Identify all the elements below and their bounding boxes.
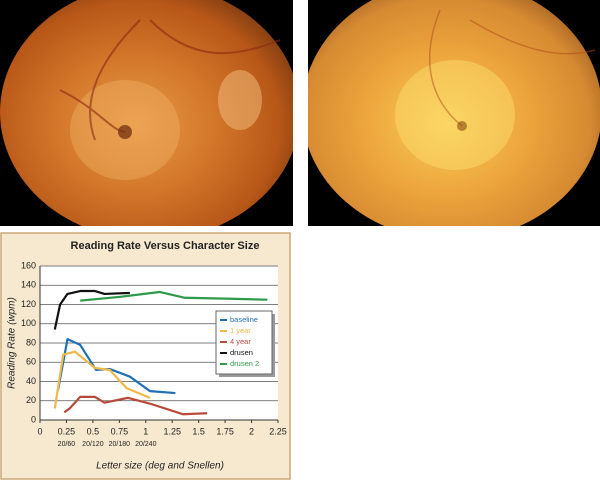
y-tick-label: 160 <box>21 260 36 270</box>
x-tick-label: 0.5 <box>87 426 100 436</box>
legend-label: 4 year <box>230 337 251 346</box>
fundus-photo-left <box>0 0 293 226</box>
y-tick-label: 20 <box>26 395 36 405</box>
x-tick-label: 2 <box>249 426 254 436</box>
x-axis-label: Letter size (deg and Snellen) <box>96 461 224 472</box>
y-tick-label: 140 <box>21 280 36 290</box>
y-tick-label: 0 <box>31 414 36 424</box>
series-line <box>63 395 208 416</box>
y-tick-label: 60 <box>26 357 36 367</box>
legend-label: drusen 2 <box>230 359 259 368</box>
snellen-tick-label: 20/240 <box>135 441 157 448</box>
y-tick-label: 120 <box>21 299 36 309</box>
x-tick-label: 1.5 <box>192 426 205 436</box>
x-tick-label: 0.25 <box>58 426 76 436</box>
y-tick-label: 100 <box>21 318 36 328</box>
snellen-tick-label: 20/180 <box>109 441 131 448</box>
legend-label: drusen <box>230 348 253 357</box>
snellen-tick-label: 20/120 <box>82 441 104 448</box>
x-tick-label: 2.25 <box>269 426 287 436</box>
series-line <box>53 289 130 330</box>
y-tick-label: 80 <box>26 337 36 347</box>
x-tick-label: 1.75 <box>216 426 234 436</box>
x-tick-label: 1 <box>143 426 148 436</box>
y-axis-label: Reading Rate (wpm) <box>7 297 18 389</box>
legend-label: 1 year <box>230 326 251 335</box>
x-tick-label: 1.25 <box>163 426 181 436</box>
series-line <box>53 350 151 409</box>
x-tick-label: 0 <box>37 426 42 436</box>
legend-label: baseline <box>230 315 258 324</box>
snellen-tick-label: 20/60 <box>58 441 76 448</box>
fundus-photo-right <box>308 0 600 226</box>
x-tick-label: 0.75 <box>111 426 129 436</box>
chart-title: Reading Rate Versus Character Size <box>71 240 260 252</box>
y-tick-label: 40 <box>26 376 36 386</box>
series-line <box>80 290 268 302</box>
